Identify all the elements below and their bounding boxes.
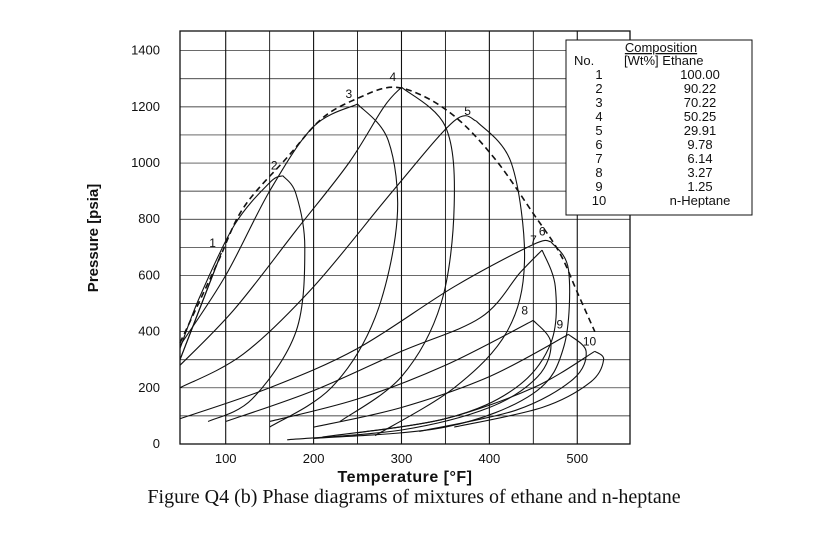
grid-lines xyxy=(180,31,630,444)
legend-entry-composition: 9.78 xyxy=(687,137,712,152)
legend-entry-composition: n-Heptane xyxy=(670,193,731,208)
legend-entry-composition: 6.14 xyxy=(687,151,712,166)
x-tick-label: 400 xyxy=(479,451,501,466)
legend-entry-number: 8 xyxy=(595,165,602,180)
bubble-point-curve-4 xyxy=(179,86,402,366)
legend-header-no: No. xyxy=(574,53,594,68)
bubble-point-curve-8 xyxy=(269,319,534,423)
x-tick-label: 200 xyxy=(303,451,325,466)
dew-point-curve-4 xyxy=(339,86,455,422)
curve-number-labels: 1 2 3 4 5 67 8 9 10 xyxy=(209,70,596,348)
legend-entry-number: 9 xyxy=(595,179,602,194)
legend-entry-number: 3 xyxy=(595,95,602,110)
curve-label-1: 1 xyxy=(209,236,216,250)
y-axis-title: Pressure [psia] xyxy=(85,184,102,292)
dew-point-curve-2 xyxy=(207,175,306,422)
bubble-point-curve-3 xyxy=(179,103,358,346)
dew-point-curve-10 xyxy=(454,350,605,428)
bubble-point-curve-9 xyxy=(313,333,569,428)
curve-label-7: 7 xyxy=(530,233,537,247)
dew-point-curve-6 xyxy=(313,241,571,439)
legend-entry-number: 10 xyxy=(592,193,606,208)
x-tick-labels: 100 200 300 400 500 xyxy=(215,451,588,466)
bubble-point-curve-7 xyxy=(225,249,543,423)
critical-locus-dashed xyxy=(179,86,596,344)
dew-point-curve-5 xyxy=(374,120,526,437)
y-tick-label: 1000 xyxy=(131,155,160,170)
bubble-point-curve-2 xyxy=(179,175,284,349)
legend-header-composition: [Wt%] Ethane xyxy=(624,53,703,68)
legend-entry-number: 7 xyxy=(595,151,602,166)
dew-point-curve-9 xyxy=(418,333,587,432)
curve-label-8: 8 xyxy=(521,303,528,317)
y-tick-labels: 0 200 400 600 800 1000 1200 1400 xyxy=(131,43,160,451)
legend-entry-composition: 100.00 xyxy=(680,67,720,82)
legend-entry-number: 1 xyxy=(595,67,602,82)
curve-label-3: 3 xyxy=(346,87,353,101)
curve-label-6: 6 xyxy=(539,225,546,239)
legend-entry-composition: 3.27 xyxy=(687,165,712,180)
figure-caption: Figure Q4 (b) Phase diagrams of mixtures… xyxy=(147,486,681,508)
y-tick-label: 1200 xyxy=(131,99,160,114)
plot-frame xyxy=(179,30,631,445)
curve-label-5: 5 xyxy=(464,104,471,118)
x-tick-label: 300 xyxy=(391,451,413,466)
curve-label-10: 10 xyxy=(583,334,597,348)
dew-point-curve-3 xyxy=(269,103,399,428)
y-tick-label: 0 xyxy=(153,436,160,451)
curve-label-2: 2 xyxy=(271,159,278,173)
dew-point-curve-8 xyxy=(287,320,552,441)
legend-entry-number: 5 xyxy=(595,123,602,138)
y-tick-label: 200 xyxy=(138,380,160,395)
curve-label-9: 9 xyxy=(556,317,563,331)
legend-entry-number: 6 xyxy=(595,137,602,152)
y-tick-label: 600 xyxy=(138,267,160,282)
legend-title: Composition xyxy=(625,40,697,55)
y-tick-label: 800 xyxy=(138,211,160,226)
curve-label-4: 4 xyxy=(389,70,396,84)
bubble-point-curve-10 xyxy=(357,350,596,434)
legend-entry-number: 4 xyxy=(595,109,602,124)
bubble-point-curve-6 xyxy=(179,239,551,420)
x-tick-label: 500 xyxy=(566,451,588,466)
composition-legend: Composition No. [Wt%] Ethane 1 100.00 2 90.… xyxy=(565,39,753,216)
x-axis-title: Temperature [°F] xyxy=(337,469,472,486)
legend-entry-composition: 29.91 xyxy=(684,123,717,138)
legend-box xyxy=(565,39,753,216)
x-tick-label: 100 xyxy=(215,451,237,466)
legend-entry-number: 2 xyxy=(595,81,602,96)
legend-entry-composition: 1.25 xyxy=(687,179,712,194)
bubble-point-curve-5 xyxy=(179,115,477,389)
legend-entry-composition: 50.25 xyxy=(684,109,717,124)
legend-rows: 1 100.00 2 90.22 3 70.22 4 50.25 5 29.91 6 9.78 7 6.1… xyxy=(592,67,731,208)
legend-entry-composition: 90.22 xyxy=(684,81,717,96)
y-tick-label: 1400 xyxy=(131,43,160,58)
y-tick-label: 400 xyxy=(138,324,160,339)
legend-entry-composition: 70.22 xyxy=(684,95,717,110)
phase-envelope-curves xyxy=(179,86,605,441)
